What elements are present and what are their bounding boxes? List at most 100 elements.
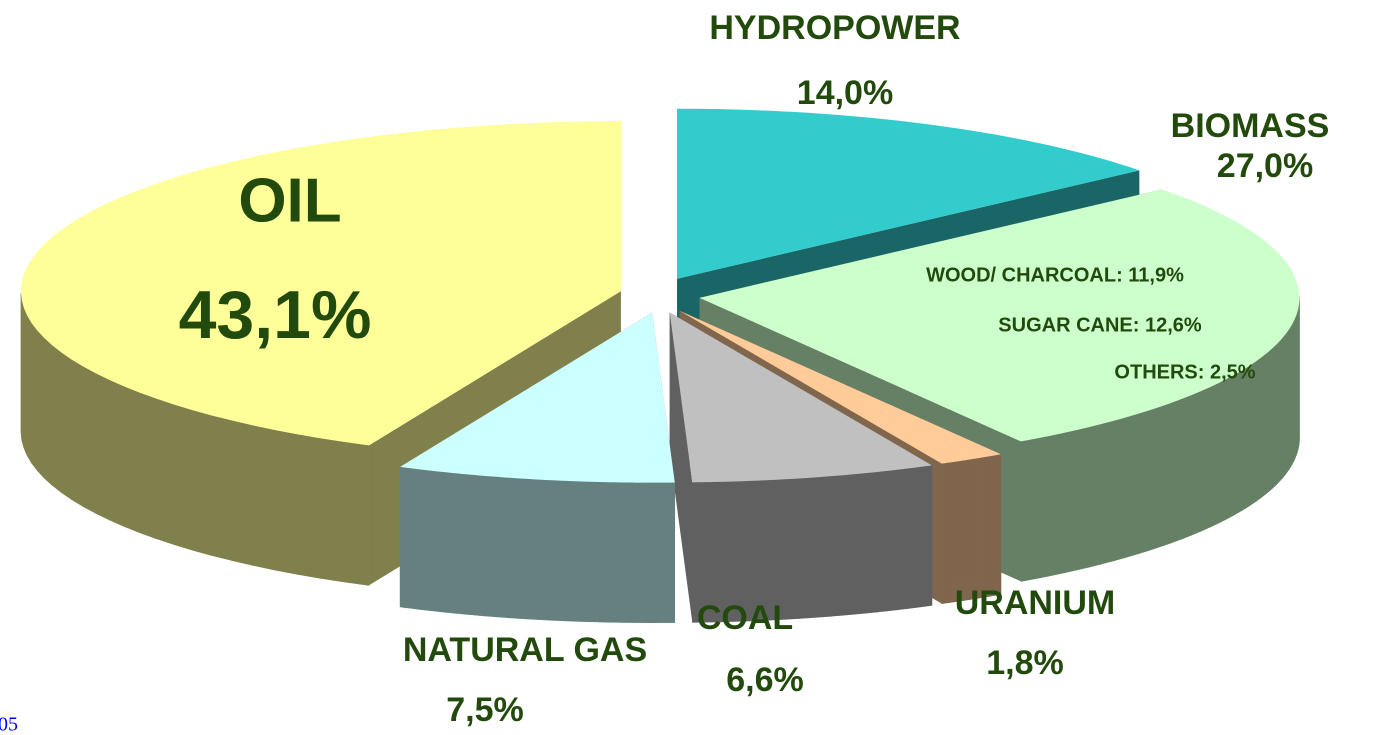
slice-side [814, 476, 820, 618]
slice-side [1114, 416, 1127, 562]
slice-side [123, 386, 141, 534]
slice-side [660, 482, 666, 623]
category-label: NATURAL GAS [403, 631, 647, 669]
slice-side [344, 441, 370, 586]
slice-side [1267, 347, 1274, 494]
slice-side [461, 473, 467, 615]
slice-side [1126, 413, 1139, 558]
category-label: BIOMASS [1171, 107, 1330, 145]
slice-side [798, 477, 804, 619]
slice-side [617, 482, 624, 623]
footnote: 005 [0, 714, 18, 735]
slice-side [575, 480, 581, 622]
slice-side [632, 482, 638, 623]
slice-side [1181, 394, 1192, 540]
slice-side [870, 471, 876, 613]
slice-side [650, 482, 657, 623]
value-label: 43,1% [179, 277, 372, 353]
slice-side [636, 482, 643, 623]
slice-side [850, 473, 856, 615]
slice-side [1272, 342, 1279, 489]
slice-side [1277, 337, 1283, 484]
value-label: 7,5% [446, 691, 524, 729]
slice-side [524, 478, 530, 620]
slice-side [421, 469, 427, 611]
slice-side [655, 482, 661, 623]
slice-side [1226, 374, 1236, 520]
slice-side [23, 307, 28, 456]
slice-side [501, 476, 507, 618]
slice-side [297, 433, 322, 579]
slice-side [1281, 333, 1287, 480]
slice-side [927, 465, 933, 607]
slice-side [1137, 409, 1150, 555]
slice-side [608, 481, 614, 623]
slice-side [404, 467, 409, 609]
category-label: OIL [238, 166, 341, 235]
slice-side [1288, 323, 1293, 471]
slice-side [1209, 382, 1220, 528]
slice-side [838, 474, 844, 616]
slice-side [924, 465, 929, 607]
value-label: 1,8% [986, 644, 1064, 682]
slice-side [479, 475, 485, 617]
slice-side [83, 366, 97, 514]
slice-side [1020, 438, 1036, 582]
slice-side [232, 420, 254, 566]
slice-side [1149, 406, 1161, 551]
slice-side [320, 437, 345, 583]
slice-side [790, 478, 796, 620]
slice-side [580, 481, 586, 622]
slice-side [1101, 420, 1115, 565]
slice [669, 312, 933, 623]
slice-side [893, 469, 899, 611]
slice-side [1261, 351, 1269, 498]
slice-side [430, 470, 436, 612]
slice-side [452, 472, 458, 614]
slice-side [1048, 432, 1064, 577]
slice-side [173, 404, 194, 551]
slice-side [599, 481, 605, 623]
slice-side [547, 479, 553, 621]
slice-side [211, 415, 233, 562]
slice-side [589, 481, 596, 623]
slice-side [627, 482, 633, 623]
value-label: 6,6% [726, 661, 804, 699]
slice-side [1255, 356, 1263, 502]
category-label: HYDROPOWER [709, 9, 960, 47]
slice-side [669, 482, 676, 623]
slice-side [533, 479, 540, 620]
slice-side [566, 480, 572, 622]
slice-side [557, 480, 563, 622]
slice-side [1285, 328, 1290, 475]
slice-side [474, 474, 480, 616]
slice-side [515, 477, 521, 619]
slice-side [399, 466, 405, 608]
category-label: COAL [697, 599, 793, 637]
slice-side [818, 476, 824, 618]
slice-side [669, 312, 693, 623]
slice-side [1160, 402, 1172, 548]
slice-side [253, 425, 276, 571]
slice-side [846, 474, 852, 616]
slice-side [21, 300, 25, 449]
slice-side [520, 478, 526, 620]
slice-side [1075, 426, 1090, 571]
annotation: WOOD/ CHARCOAL: 11,9% [926, 264, 1184, 286]
slice-side [1062, 429, 1077, 574]
slice-side [1200, 386, 1211, 532]
slice-side [20, 292, 23, 441]
slice-side [510, 477, 517, 619]
slice-side [834, 475, 840, 617]
slice-side [822, 476, 828, 618]
slice-side [1170, 398, 1182, 544]
slice-side [465, 473, 471, 615]
slice-top [677, 108, 1140, 279]
slice-side [443, 471, 449, 613]
slice-side [438, 471, 444, 613]
slice-side [806, 477, 812, 619]
slice-side [506, 477, 512, 619]
slice-side [603, 481, 610, 623]
slice-side [854, 473, 860, 615]
